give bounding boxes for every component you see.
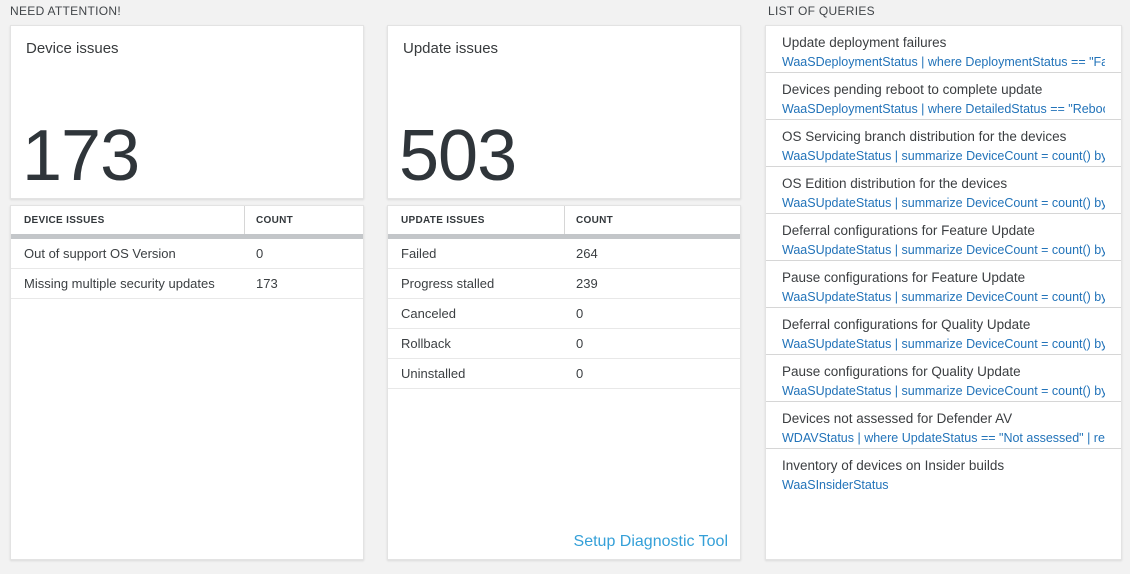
table-row[interactable]: Out of support OS Version 0 bbox=[11, 239, 363, 269]
query-text: WaaSUpdateStatus | summarize DeviceCount… bbox=[782, 243, 1105, 257]
need-attention-section-label: NEED ATTENTION! bbox=[10, 4, 121, 18]
table-row[interactable]: Failed 264 bbox=[388, 239, 740, 269]
update-issues-table-body: Failed 264 Progress stalled 239 Canceled 0 Rol… bbox=[388, 239, 740, 389]
table-row[interactable]: Progress stalled 239 bbox=[388, 269, 740, 299]
query-text: WaaSInsiderStatus bbox=[782, 478, 889, 492]
update-issues-count: 503 bbox=[399, 116, 517, 197]
update-issues-tile[interactable]: Update issues 503 bbox=[387, 25, 741, 199]
row-label: Progress stalled bbox=[401, 276, 495, 291]
device-issues-header-label: DEVICE ISSUES bbox=[11, 206, 245, 234]
update-issues-table-header: UPDATE ISSUES COUNT bbox=[388, 206, 740, 234]
update-issues-header-count: COUNT bbox=[576, 214, 614, 226]
update-issues-header-label: UPDATE ISSUES bbox=[388, 206, 565, 234]
list-of-queries-panel: Update deployment failures WaaSDeployment… bbox=[765, 25, 1122, 560]
query-title: Inventory of devices on Insider builds bbox=[782, 458, 1005, 473]
query-title: Deferral configurations for Quality Upda… bbox=[782, 317, 1031, 332]
row-label: Rollback bbox=[401, 336, 451, 351]
row-label: Missing multiple security updates bbox=[24, 276, 215, 291]
query-text: WaaSUpdateStatus | summarize DeviceCount… bbox=[782, 196, 1105, 210]
query-list-item[interactable]: Devices not assessed for Defender AV WDAV… bbox=[766, 402, 1121, 449]
query-title: Pause configurations for Feature Update bbox=[782, 270, 1026, 285]
device-issues-title: Device issues bbox=[26, 40, 119, 57]
row-count: 239 bbox=[576, 276, 598, 291]
query-title: Pause configurations for Quality Update bbox=[782, 364, 1021, 379]
query-list-item[interactable]: OS Servicing branch distribution for the… bbox=[766, 120, 1121, 167]
query-text: WaaSUpdateStatus | summarize DeviceCount… bbox=[782, 149, 1105, 163]
query-list-item[interactable]: Deferral configurations for Feature Upda… bbox=[766, 214, 1121, 261]
row-label: Failed bbox=[401, 246, 437, 261]
list-of-queries-section-label: LIST OF QUERIES bbox=[768, 4, 875, 18]
query-list-item[interactable]: Devices pending reboot to complete updat… bbox=[766, 73, 1121, 120]
query-title: OS Servicing branch distribution for the… bbox=[782, 129, 1067, 144]
query-title: Update deployment failures bbox=[782, 35, 947, 50]
table-header-divider bbox=[388, 234, 740, 239]
row-count: 0 bbox=[576, 306, 584, 321]
query-list-item[interactable]: Update deployment failures WaaSDeployment… bbox=[766, 26, 1121, 73]
query-text: WaaSUpdateStatus | summarize DeviceCount… bbox=[782, 290, 1105, 304]
device-issues-table-body: Out of support OS Version 0 Missing multip… bbox=[11, 239, 363, 299]
row-count: 173 bbox=[256, 276, 278, 291]
query-title: Devices pending reboot to complete updat… bbox=[782, 82, 1043, 97]
update-issues-table: UPDATE ISSUES COUNT Failed 264 Progress st… bbox=[387, 205, 741, 560]
query-text: WaaSUpdateStatus | summarize DeviceCount… bbox=[782, 337, 1105, 351]
query-text: WaaSUpdateStatus | summarize DeviceCount… bbox=[782, 384, 1105, 398]
query-list-item[interactable]: OS Edition distribution for the devices W… bbox=[766, 167, 1121, 214]
row-label: Out of support OS Version bbox=[24, 246, 176, 261]
table-row[interactable]: Canceled 0 bbox=[388, 299, 740, 329]
row-label: Uninstalled bbox=[401, 366, 466, 381]
table-row[interactable]: Uninstalled 0 bbox=[388, 359, 740, 389]
query-title: OS Edition distribution for the devices bbox=[782, 176, 1008, 191]
query-text: WaaSDeploymentStatus | where DeploymentS… bbox=[782, 55, 1105, 69]
query-text: WaaSDeploymentStatus | where DetailedSta… bbox=[782, 102, 1105, 116]
device-issues-table-header: DEVICE ISSUES COUNT bbox=[11, 206, 363, 234]
query-title: Devices not assessed for Defender AV bbox=[782, 411, 1013, 426]
query-list-item[interactable]: Inventory of devices on Insider builds Wa… bbox=[766, 449, 1121, 496]
device-issues-tile[interactable]: Device issues 173 bbox=[10, 25, 364, 199]
query-list-item[interactable]: Pause configurations for Quality Update W… bbox=[766, 355, 1121, 402]
queries-list: Update deployment failures WaaSDeployment… bbox=[766, 26, 1121, 496]
query-text: WDAVStatus | where UpdateStatus == "Not … bbox=[782, 431, 1105, 445]
query-title: Deferral configurations for Feature Upda… bbox=[782, 223, 1035, 238]
setup-diagnostic-tool-link[interactable]: Setup Diagnostic Tool bbox=[573, 533, 728, 550]
row-count: 264 bbox=[576, 246, 598, 261]
device-issues-count: 173 bbox=[22, 116, 140, 197]
table-row[interactable]: Rollback 0 bbox=[388, 329, 740, 359]
query-list-item[interactable]: Deferral configurations for Quality Upda… bbox=[766, 308, 1121, 355]
row-count: 0 bbox=[576, 336, 584, 351]
table-header-divider bbox=[11, 234, 363, 239]
row-label: Canceled bbox=[401, 306, 456, 321]
device-issues-header-count: COUNT bbox=[256, 214, 294, 226]
row-count: 0 bbox=[576, 366, 584, 381]
update-issues-title: Update issues bbox=[403, 40, 499, 57]
query-list-item[interactable]: Pause configurations for Feature Update W… bbox=[766, 261, 1121, 308]
device-issues-table: DEVICE ISSUES COUNT Out of support OS Ve… bbox=[10, 205, 364, 560]
table-row[interactable]: Missing multiple security updates 173 bbox=[11, 269, 363, 299]
row-count: 0 bbox=[256, 246, 264, 261]
